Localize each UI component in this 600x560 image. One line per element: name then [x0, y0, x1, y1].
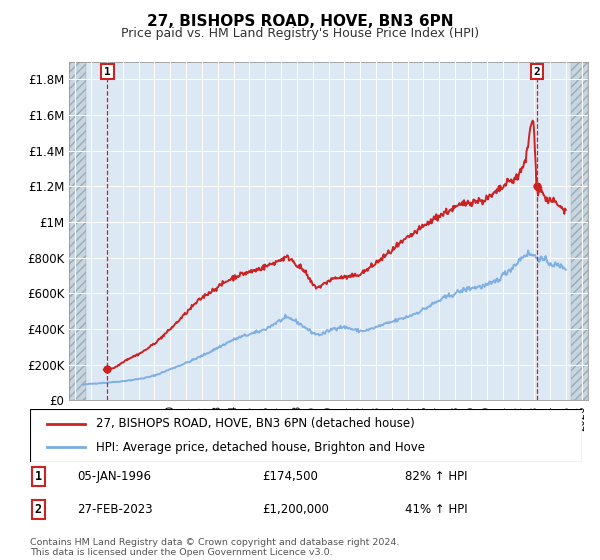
FancyBboxPatch shape [30, 409, 582, 462]
Text: 27, BISHOPS ROAD, HOVE, BN3 6PN (detached house): 27, BISHOPS ROAD, HOVE, BN3 6PN (detache… [96, 417, 415, 430]
Text: 2: 2 [533, 67, 540, 77]
Text: 27, BISHOPS ROAD, HOVE, BN3 6PN: 27, BISHOPS ROAD, HOVE, BN3 6PN [147, 14, 453, 29]
Text: Contains HM Land Registry data © Crown copyright and database right 2024.
This d: Contains HM Land Registry data © Crown c… [30, 538, 400, 557]
Text: Price paid vs. HM Land Registry's House Price Index (HPI): Price paid vs. HM Land Registry's House … [121, 27, 479, 40]
Text: 27-FEB-2023: 27-FEB-2023 [77, 503, 152, 516]
Text: 1: 1 [35, 470, 42, 483]
Text: 41% ↑ HPI: 41% ↑ HPI [406, 503, 468, 516]
Text: £174,500: £174,500 [262, 470, 318, 483]
Text: 2: 2 [35, 503, 42, 516]
Bar [69, 62, 86, 400]
Text: 05-JAN-1996: 05-JAN-1996 [77, 470, 151, 483]
Bar [571, 62, 588, 400]
Text: 1: 1 [104, 67, 111, 77]
Text: HPI: Average price, detached house, Brighton and Hove: HPI: Average price, detached house, Brig… [96, 441, 425, 454]
Text: £1,200,000: £1,200,000 [262, 503, 329, 516]
Text: 82% ↑ HPI: 82% ↑ HPI [406, 470, 468, 483]
